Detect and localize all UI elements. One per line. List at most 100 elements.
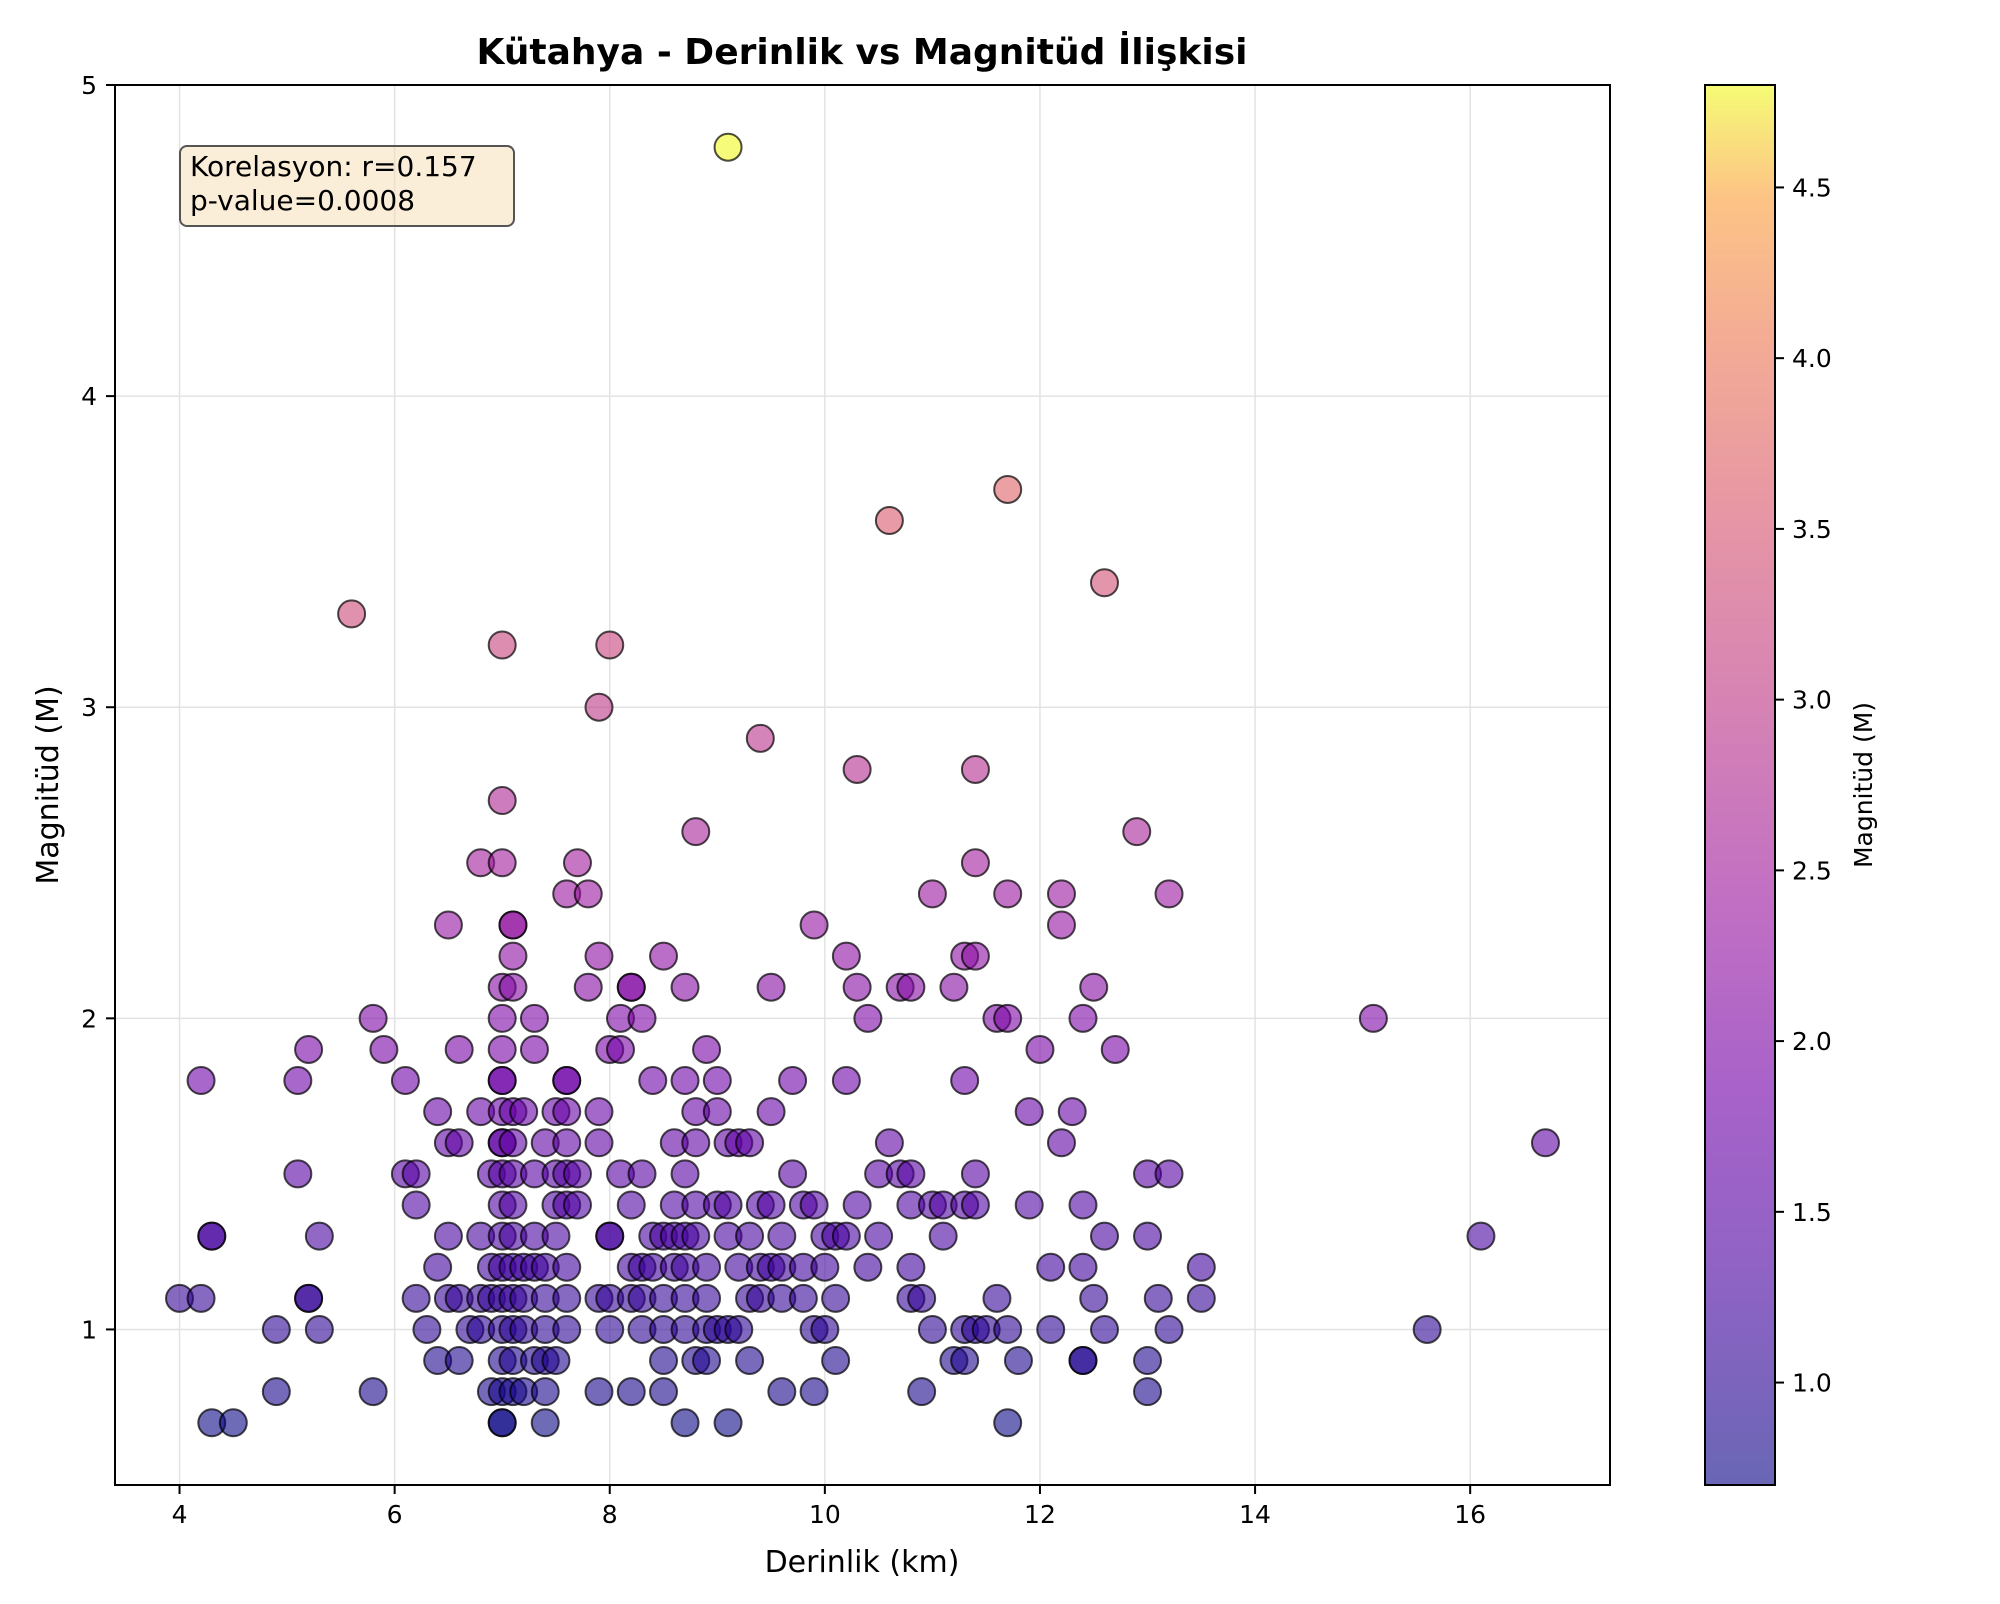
colorbar-tick-label: 2.5: [1792, 856, 1832, 885]
data-point: [595, 1314, 625, 1344]
data-point: [412, 1314, 442, 1344]
colorbar-gradient: [1705, 85, 1775, 1485]
data-point: [1412, 1314, 1442, 1344]
data-point: [756, 1190, 786, 1220]
data-point: [1133, 1377, 1163, 1407]
colorbar-tick-label: 3.0: [1792, 686, 1832, 715]
data-point: [1036, 1314, 1066, 1344]
data-point: [670, 972, 700, 1002]
data-point: [960, 1190, 990, 1220]
data-point: [1133, 1221, 1163, 1251]
data-point: [735, 1128, 765, 1158]
data-point: [1057, 1097, 1087, 1127]
data-point: [1089, 568, 1119, 598]
data-point: [917, 879, 947, 909]
data-point: [960, 941, 990, 971]
data-point: [702, 1066, 732, 1096]
data-point: [584, 1377, 614, 1407]
data-point: [692, 1252, 722, 1282]
data-point: [433, 910, 463, 940]
data-point: [584, 1097, 614, 1127]
data-point: [186, 1066, 216, 1096]
data-point: [595, 630, 625, 660]
data-point: [584, 1128, 614, 1158]
data-point: [907, 1377, 937, 1407]
data-point: [390, 1066, 420, 1096]
x-tick-label: 16: [1454, 1500, 1486, 1529]
data-point: [1089, 1314, 1119, 1344]
data-point: [218, 1408, 248, 1438]
data-point: [1025, 1034, 1055, 1064]
data-point: [423, 1252, 453, 1282]
data-point: [649, 1377, 679, 1407]
data-point: [917, 1314, 947, 1344]
data-point: [487, 1408, 517, 1438]
data-point: [487, 1003, 517, 1033]
colorbar-ticks: 1.0 1.5 2.0 2.5 3.0 3.5 4.0 4.5: [1775, 173, 1832, 1398]
data-point: [1014, 1190, 1044, 1220]
data-point: [853, 1003, 883, 1033]
data-point: [864, 1221, 894, 1251]
data-point: [433, 1221, 463, 1251]
data-point: [584, 941, 614, 971]
x-axis-ticks: 4 6 8 10 12 14 16: [172, 1485, 1486, 1529]
data-point: [573, 879, 603, 909]
data-point: [444, 1034, 474, 1064]
data-point: [197, 1221, 227, 1251]
y-axis-label: Magnitüd (M): [31, 685, 66, 884]
data-point: [358, 1377, 388, 1407]
data-point: [874, 506, 904, 536]
colorbar-tick-label: 4.0: [1792, 344, 1832, 373]
data-point: [1186, 1252, 1216, 1282]
data-point: [1466, 1221, 1496, 1251]
data-point: [1046, 879, 1076, 909]
y-tick-label: 3: [81, 693, 97, 722]
colorbar: 1.0 1.5 2.0 2.5 3.0 3.5 4.0 4.5 Magnitüd (M): [1704, 84, 1878, 1486]
data-point: [810, 1252, 840, 1282]
data-point: [896, 972, 926, 1002]
x-tick-label: 12: [1024, 1500, 1056, 1529]
data-point: [767, 1377, 797, 1407]
data-point: [1122, 817, 1152, 847]
data-point: [982, 1283, 1012, 1313]
data-point: [702, 1097, 732, 1127]
data-point: [552, 1283, 582, 1313]
colorbar-label: Magnitüd (M): [1849, 702, 1878, 868]
data-point: [993, 1314, 1023, 1344]
data-point: [584, 692, 614, 722]
data-point: [595, 1221, 625, 1251]
data-point: [401, 1159, 431, 1189]
data-point: [401, 1283, 431, 1313]
data-point: [530, 1377, 560, 1407]
data-point: [896, 1252, 926, 1282]
data-point: [939, 972, 969, 1002]
data-point: [358, 1003, 388, 1033]
data-point: [401, 1190, 431, 1220]
data-point: [498, 910, 528, 940]
data-point: [562, 1159, 592, 1189]
annotation-line-pvalue: p-value=0.0008: [190, 184, 415, 217]
data-point: [907, 1283, 937, 1313]
data-point: [821, 1346, 851, 1376]
data-point: [649, 941, 679, 971]
data-point: [788, 1283, 818, 1313]
y-tick-label: 2: [81, 1004, 97, 1033]
data-point: [713, 1408, 743, 1438]
data-point: [1100, 1034, 1130, 1064]
data-point: [842, 1190, 872, 1220]
data-point: [724, 1314, 754, 1344]
data-point: [573, 972, 603, 1002]
data-point: [831, 1066, 861, 1096]
data-point: [541, 1346, 571, 1376]
x-tick-label: 10: [809, 1500, 841, 1529]
data-point: [670, 1066, 700, 1096]
data-point: [778, 1159, 808, 1189]
data-point: [638, 1066, 668, 1096]
data-point: [519, 1034, 549, 1064]
data-point: [1133, 1346, 1163, 1376]
data-point: [767, 1221, 797, 1251]
data-point: [1358, 1003, 1388, 1033]
data-point: [423, 1097, 453, 1127]
data-point: [896, 1159, 926, 1189]
